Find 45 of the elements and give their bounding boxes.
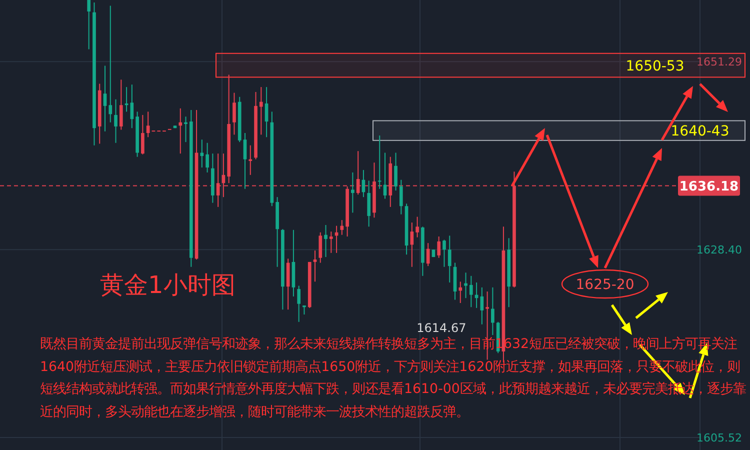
candlestick	[259, 86, 263, 136]
candlestick	[394, 152, 398, 192]
candlestick	[119, 79, 123, 130]
y-tick-label: 1605.52	[696, 432, 742, 445]
candlestick	[103, 65, 107, 132]
candlestick	[448, 235, 452, 283]
candlestick	[200, 139, 204, 168]
annotation: 黄金1小时图	[100, 271, 236, 299]
candlestick	[243, 132, 247, 190]
candlestick	[87, 0, 91, 50]
candlestick	[491, 286, 494, 336]
candlestick	[318, 232, 322, 264]
candlestick	[437, 236, 441, 258]
candlestick	[480, 286, 484, 325]
candlestick	[313, 250, 317, 282]
candlestick	[141, 114, 144, 155]
candlestick	[232, 92, 236, 136]
candlestick	[329, 231, 333, 254]
candlestick	[114, 98, 118, 144]
candlestick	[351, 172, 354, 214]
candlestick	[297, 285, 301, 322]
candlestick	[458, 281, 462, 304]
y-tick-label: 1628.40	[696, 244, 742, 257]
candlestick	[178, 108, 182, 154]
candlestick	[264, 86, 268, 138]
candlestick	[469, 275, 473, 308]
candlestick	[108, 5, 112, 123]
candlestick	[464, 272, 468, 299]
ref-line-label: 1636.18	[679, 180, 739, 195]
candlestick	[378, 134, 382, 190]
candlestick	[130, 84, 134, 129]
candlestick	[248, 144, 252, 176]
band-label: 1640-43	[670, 124, 730, 140]
annotation: 1614.67	[416, 321, 466, 335]
candlestick	[399, 179, 403, 215]
candlestick	[442, 239, 446, 268]
candlestick	[324, 224, 328, 258]
annotation: 1625-20	[576, 277, 634, 293]
y-tick-label: 1651.29	[696, 56, 742, 69]
band-label: 1650-53	[626, 58, 684, 74]
candlestick	[146, 111, 150, 138]
candlestick	[416, 216, 419, 238]
candlestick	[367, 180, 371, 228]
candlestick	[206, 142, 209, 173]
candlestick	[184, 116, 188, 143]
